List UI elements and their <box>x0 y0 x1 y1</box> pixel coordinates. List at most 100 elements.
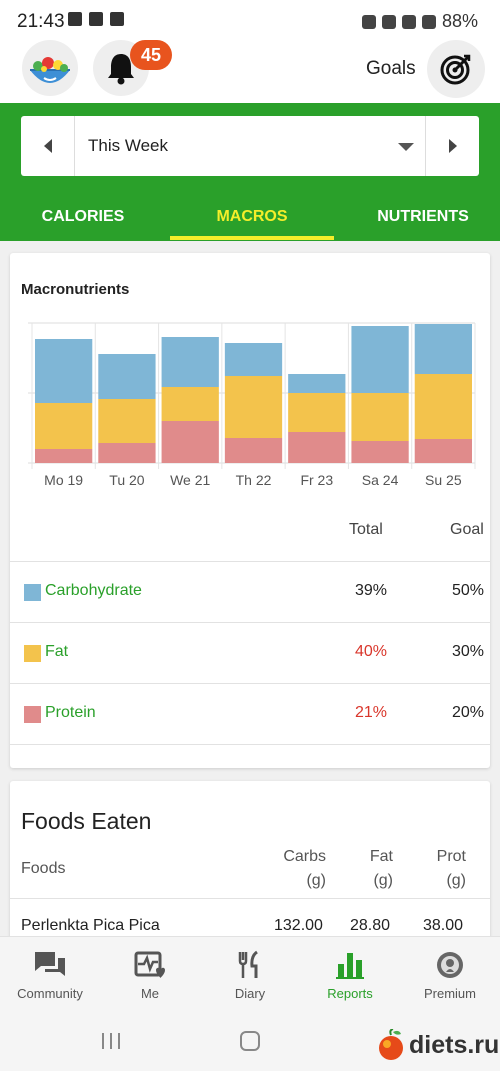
macro-total: 21% <box>354 704 387 721</box>
nav-diary[interactable]: Diary <box>200 937 300 1012</box>
notification-count-badge: 45 <box>130 40 172 70</box>
bar-carbohydrate-tu-20[interactable] <box>98 354 156 399</box>
bar-protein-tu-20[interactable] <box>98 443 156 463</box>
bar-chart-icon <box>332 949 368 981</box>
column-header-foods: Foods <box>21 860 66 877</box>
column-header-prot: Prot (g) <box>406 845 466 893</box>
recent-apps-icon[interactable] <box>100 1031 122 1051</box>
goals-button[interactable] <box>427 40 485 98</box>
signal-icon <box>421 14 436 29</box>
bar-carbohydrate-th-22[interactable] <box>224 343 283 376</box>
week-selector: This Week <box>21 116 479 176</box>
macro-row-fat: Fat 40% 30% <box>10 623 490 683</box>
nav-me[interactable]: Me <box>100 937 200 1012</box>
divider <box>10 561 490 562</box>
salad-bowl-icon <box>30 57 70 83</box>
macro-total: 40% <box>354 643 387 660</box>
chevron-down-icon[interactable] <box>397 142 415 152</box>
macro-goal: 50% <box>451 582 484 599</box>
x-tick-label: Sa 24 <box>362 472 399 488</box>
macro-goal: 30% <box>451 643 484 660</box>
home-icon[interactable] <box>239 1030 261 1052</box>
bar-protein-su-25[interactable] <box>414 439 472 463</box>
bar-protein-we-21[interactable] <box>161 421 219 463</box>
carbohydrate-swatch <box>24 584 41 601</box>
divider <box>10 898 490 899</box>
previous-week-button[interactable] <box>21 116 75 176</box>
macro-total: 39% <box>354 582 387 599</box>
macros-card: Macronutrients Mo 19 Tu 20 We 21 Th 22 Fr 23… <box>10 253 490 768</box>
macro-name[interactable]: Protein <box>45 704 96 721</box>
bar-fat-tu-20[interactable] <box>98 399 156 443</box>
bar-fat-sa-24[interactable] <box>351 393 409 441</box>
bar-protein-fr-23[interactable] <box>288 432 346 463</box>
macro-row-protein: Protein 21% 20% <box>10 684 490 744</box>
macronutrients-chart: Mo 19 Tu 20 We 21 Th 22 Fr 23 Sa 24 Su 25 <box>28 322 476 488</box>
macro-name[interactable]: Fat <box>45 643 69 660</box>
food-name[interactable]: Perlenkta Pica Pica <box>21 917 160 934</box>
arrow-right-icon <box>448 139 457 153</box>
x-tick-label: Th 22 <box>236 472 272 488</box>
divider <box>10 744 490 745</box>
macronutrients-title: Macronutrients <box>21 281 130 298</box>
fat-unit: (g) <box>373 872 393 889</box>
carbs-unit: (g) <box>306 872 326 889</box>
column-header-total: Total <box>349 521 383 538</box>
food-carbs: 132.00 <box>274 917 323 934</box>
x-tick-label: We 21 <box>170 472 210 488</box>
bottom-navigation: Community Me Diary Reports Premium <box>0 936 500 1011</box>
goals-label[interactable]: Goals <box>366 58 416 79</box>
foods-eaten-title: Foods Eaten <box>21 808 152 834</box>
bar-carbohydrate-fr-23[interactable] <box>288 374 346 393</box>
battery-level: 88% <box>441 11 478 31</box>
status-time: 21:43 <box>17 11 65 32</box>
divider <box>10 622 490 623</box>
bar-carbohydrate-su-25[interactable] <box>414 324 472 374</box>
nav-label: Community <box>17 986 83 1001</box>
nav-label: Reports <box>327 986 373 1001</box>
prot-label: Prot <box>436 848 466 865</box>
mute-icon <box>381 14 396 29</box>
bar-protein-sa-24[interactable] <box>351 441 409 463</box>
tab-macros[interactable]: MACROS <box>216 208 288 225</box>
chat-icon <box>32 949 68 981</box>
nav-reports[interactable]: Reports <box>300 937 400 1012</box>
bell-icon <box>108 54 134 85</box>
nav-community[interactable]: Community <box>0 937 100 1012</box>
active-tab-indicator <box>170 236 334 240</box>
tab-nutrients[interactable]: NUTRIENTS <box>377 208 469 225</box>
macro-name[interactable]: Carbohydrate <box>45 582 142 599</box>
x-tick-label: Fr 23 <box>300 472 333 488</box>
fat-label: Fat <box>369 848 393 865</box>
bar-fat-fr-23[interactable] <box>288 393 346 432</box>
nav-premium[interactable]: Premium <box>400 937 500 1012</box>
bar-carbohydrate-we-21[interactable] <box>161 337 219 387</box>
image-icon <box>68 12 82 26</box>
nav-label: Me <box>140 986 160 1001</box>
tab-calories[interactable]: CALORIES <box>41 208 125 225</box>
week-selector-label[interactable]: This Week <box>88 136 168 155</box>
next-week-button[interactable] <box>425 116 479 176</box>
heart-pulse-icon <box>132 949 168 981</box>
checkbox-icon <box>110 12 124 26</box>
divider <box>10 683 490 684</box>
watermark-text: diets.ru <box>409 1030 500 1059</box>
app-logo[interactable] <box>22 40 78 96</box>
x-tick-label: Mo 19 <box>44 472 83 488</box>
apple-logo-icon <box>379 1029 403 1060</box>
notifications-button[interactable] <box>93 40 149 96</box>
watermark: diets.ru <box>377 1029 499 1061</box>
bar-carbohydrate-sa-24[interactable] <box>351 326 409 393</box>
column-header-carbs: Carbs (g) <box>266 845 326 893</box>
status-right: 88% <box>361 11 478 32</box>
fork-knife-icon <box>232 949 268 981</box>
status-notification-icons <box>68 12 124 26</box>
bar-fat-mo-19[interactable] <box>35 403 93 449</box>
bar-protein-mo-19[interactable] <box>35 449 93 463</box>
bar-fat-su-25[interactable] <box>414 374 472 439</box>
bar-carbohydrate-mo-19[interactable] <box>35 339 93 403</box>
bar-fat-th-22[interactable] <box>224 376 283 438</box>
bar-fat-we-21[interactable] <box>161 387 219 421</box>
report-header: This Week CALORIES MACROS NUTRIENTS <box>0 103 500 241</box>
bar-protein-th-22[interactable] <box>224 438 283 463</box>
